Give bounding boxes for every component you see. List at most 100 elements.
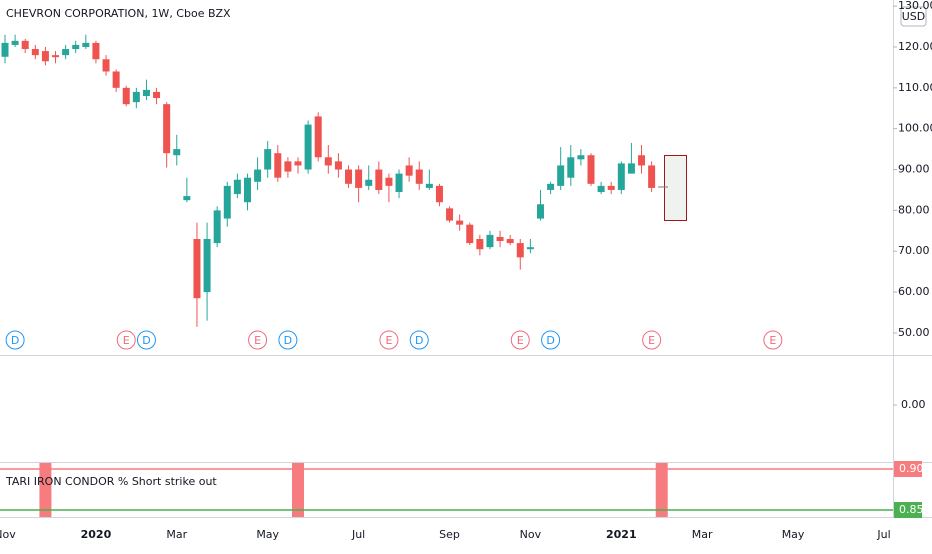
candle-body bbox=[304, 124, 312, 170]
candle-body bbox=[41, 51, 49, 62]
event-label: E bbox=[254, 334, 261, 347]
y-tick-label: 110.00 bbox=[898, 81, 932, 94]
candle-body bbox=[243, 177, 251, 203]
level-label: 0.90 bbox=[899, 462, 924, 475]
candle-body bbox=[405, 165, 413, 176]
x-tick-label: Mar bbox=[692, 528, 713, 541]
candle-body bbox=[112, 71, 120, 88]
candle-body bbox=[425, 183, 433, 188]
candle-body bbox=[11, 40, 19, 45]
level-label: 0.85 bbox=[899, 503, 924, 516]
event-label: D bbox=[546, 334, 554, 347]
candle-body bbox=[254, 169, 262, 182]
candle-body bbox=[627, 163, 635, 174]
candle-body bbox=[274, 153, 282, 178]
candle-body bbox=[345, 169, 353, 184]
level-label-box bbox=[894, 460, 922, 477]
candle-body bbox=[617, 163, 625, 190]
candle-body bbox=[82, 42, 90, 47]
currency-label[interactable]: USD bbox=[902, 10, 926, 23]
candle-body bbox=[21, 40, 29, 50]
y-tick-label: 70.00 bbox=[898, 244, 930, 257]
candle-body bbox=[557, 165, 565, 186]
level-label-box bbox=[894, 502, 922, 519]
event-label: E bbox=[385, 334, 392, 347]
candle-body bbox=[203, 238, 211, 293]
candle-body bbox=[284, 161, 292, 172]
candle-body bbox=[314, 116, 322, 158]
candle-body bbox=[365, 179, 373, 186]
x-tick-label: 2021 bbox=[606, 528, 637, 541]
candle-body bbox=[536, 204, 544, 219]
signal-highlight bbox=[292, 463, 304, 517]
indicator-title: TARI IRON CONDOR % Short strike out bbox=[5, 475, 217, 488]
candle-body bbox=[496, 236, 504, 242]
candle-body bbox=[193, 238, 201, 299]
candle-body bbox=[476, 238, 484, 250]
x-tick-label: Jul bbox=[351, 528, 365, 541]
x-tick-label: Mar bbox=[166, 528, 187, 541]
event-marker[interactable] bbox=[409, 330, 429, 350]
candle-body bbox=[52, 55, 60, 58]
candle-body bbox=[446, 208, 454, 221]
event-marker[interactable] bbox=[248, 330, 268, 350]
event-marker[interactable] bbox=[510, 330, 530, 350]
candle-body bbox=[526, 247, 534, 250]
candle-body bbox=[334, 161, 342, 170]
chart-title: CHEVRON CORPORATION, 1W, Cboe BZX bbox=[6, 7, 231, 20]
event-label: E bbox=[648, 334, 655, 347]
x-tick-label: Jul bbox=[876, 528, 890, 541]
event-marker[interactable] bbox=[763, 330, 783, 350]
candle-body bbox=[516, 243, 524, 258]
candle-body bbox=[395, 173, 403, 193]
candle-body bbox=[567, 157, 575, 178]
y-tick-label: 120.00 bbox=[898, 40, 932, 53]
candle-body bbox=[375, 169, 383, 190]
candle-body bbox=[415, 169, 423, 184]
candle-body bbox=[163, 104, 171, 154]
drawing-box[interactable] bbox=[664, 155, 687, 221]
candle-body bbox=[648, 165, 656, 188]
event-label: D bbox=[142, 334, 150, 347]
candle-body bbox=[173, 149, 181, 156]
signal-highlight bbox=[39, 463, 52, 517]
candle-body bbox=[577, 155, 585, 160]
event-marker[interactable] bbox=[278, 330, 298, 350]
y-tick-label: 80.00 bbox=[898, 203, 930, 216]
event-marker[interactable] bbox=[5, 330, 25, 350]
candle-body bbox=[587, 155, 595, 184]
candle-body bbox=[62, 49, 70, 56]
event-marker[interactable] bbox=[136, 330, 156, 350]
candle-body bbox=[355, 169, 363, 188]
event-label: D bbox=[415, 334, 423, 347]
event-label: E bbox=[769, 334, 776, 347]
candle-body bbox=[213, 210, 221, 244]
candle-body bbox=[597, 185, 605, 193]
event-marker[interactable] bbox=[642, 330, 662, 350]
event-label: D bbox=[11, 334, 19, 347]
x-tick-label: Sep bbox=[439, 528, 460, 541]
candle-body bbox=[223, 185, 231, 219]
candle-body bbox=[466, 224, 474, 244]
y-tick-label: 0.00 bbox=[901, 398, 926, 411]
candle-body bbox=[153, 91, 161, 99]
y-tick-label: 90.00 bbox=[898, 163, 930, 176]
candle-body bbox=[607, 185, 615, 190]
y-tick-label: 100.00 bbox=[898, 122, 932, 135]
y-tick-label: 50.00 bbox=[898, 326, 930, 339]
candle-body bbox=[486, 234, 494, 248]
event-marker[interactable] bbox=[541, 330, 561, 350]
x-tick-label: 2020 bbox=[81, 528, 112, 541]
candle-body bbox=[31, 49, 39, 56]
candle-body bbox=[183, 196, 191, 201]
currency-button[interactable] bbox=[900, 6, 927, 27]
candle-body bbox=[385, 177, 393, 186]
event-label: E bbox=[517, 334, 524, 347]
candle-body bbox=[324, 157, 332, 166]
event-marker[interactable] bbox=[379, 330, 399, 350]
candle-body bbox=[456, 220, 464, 225]
x-tick-label: Nov bbox=[0, 528, 16, 541]
candle-body bbox=[142, 89, 150, 97]
event-marker[interactable] bbox=[116, 330, 136, 350]
